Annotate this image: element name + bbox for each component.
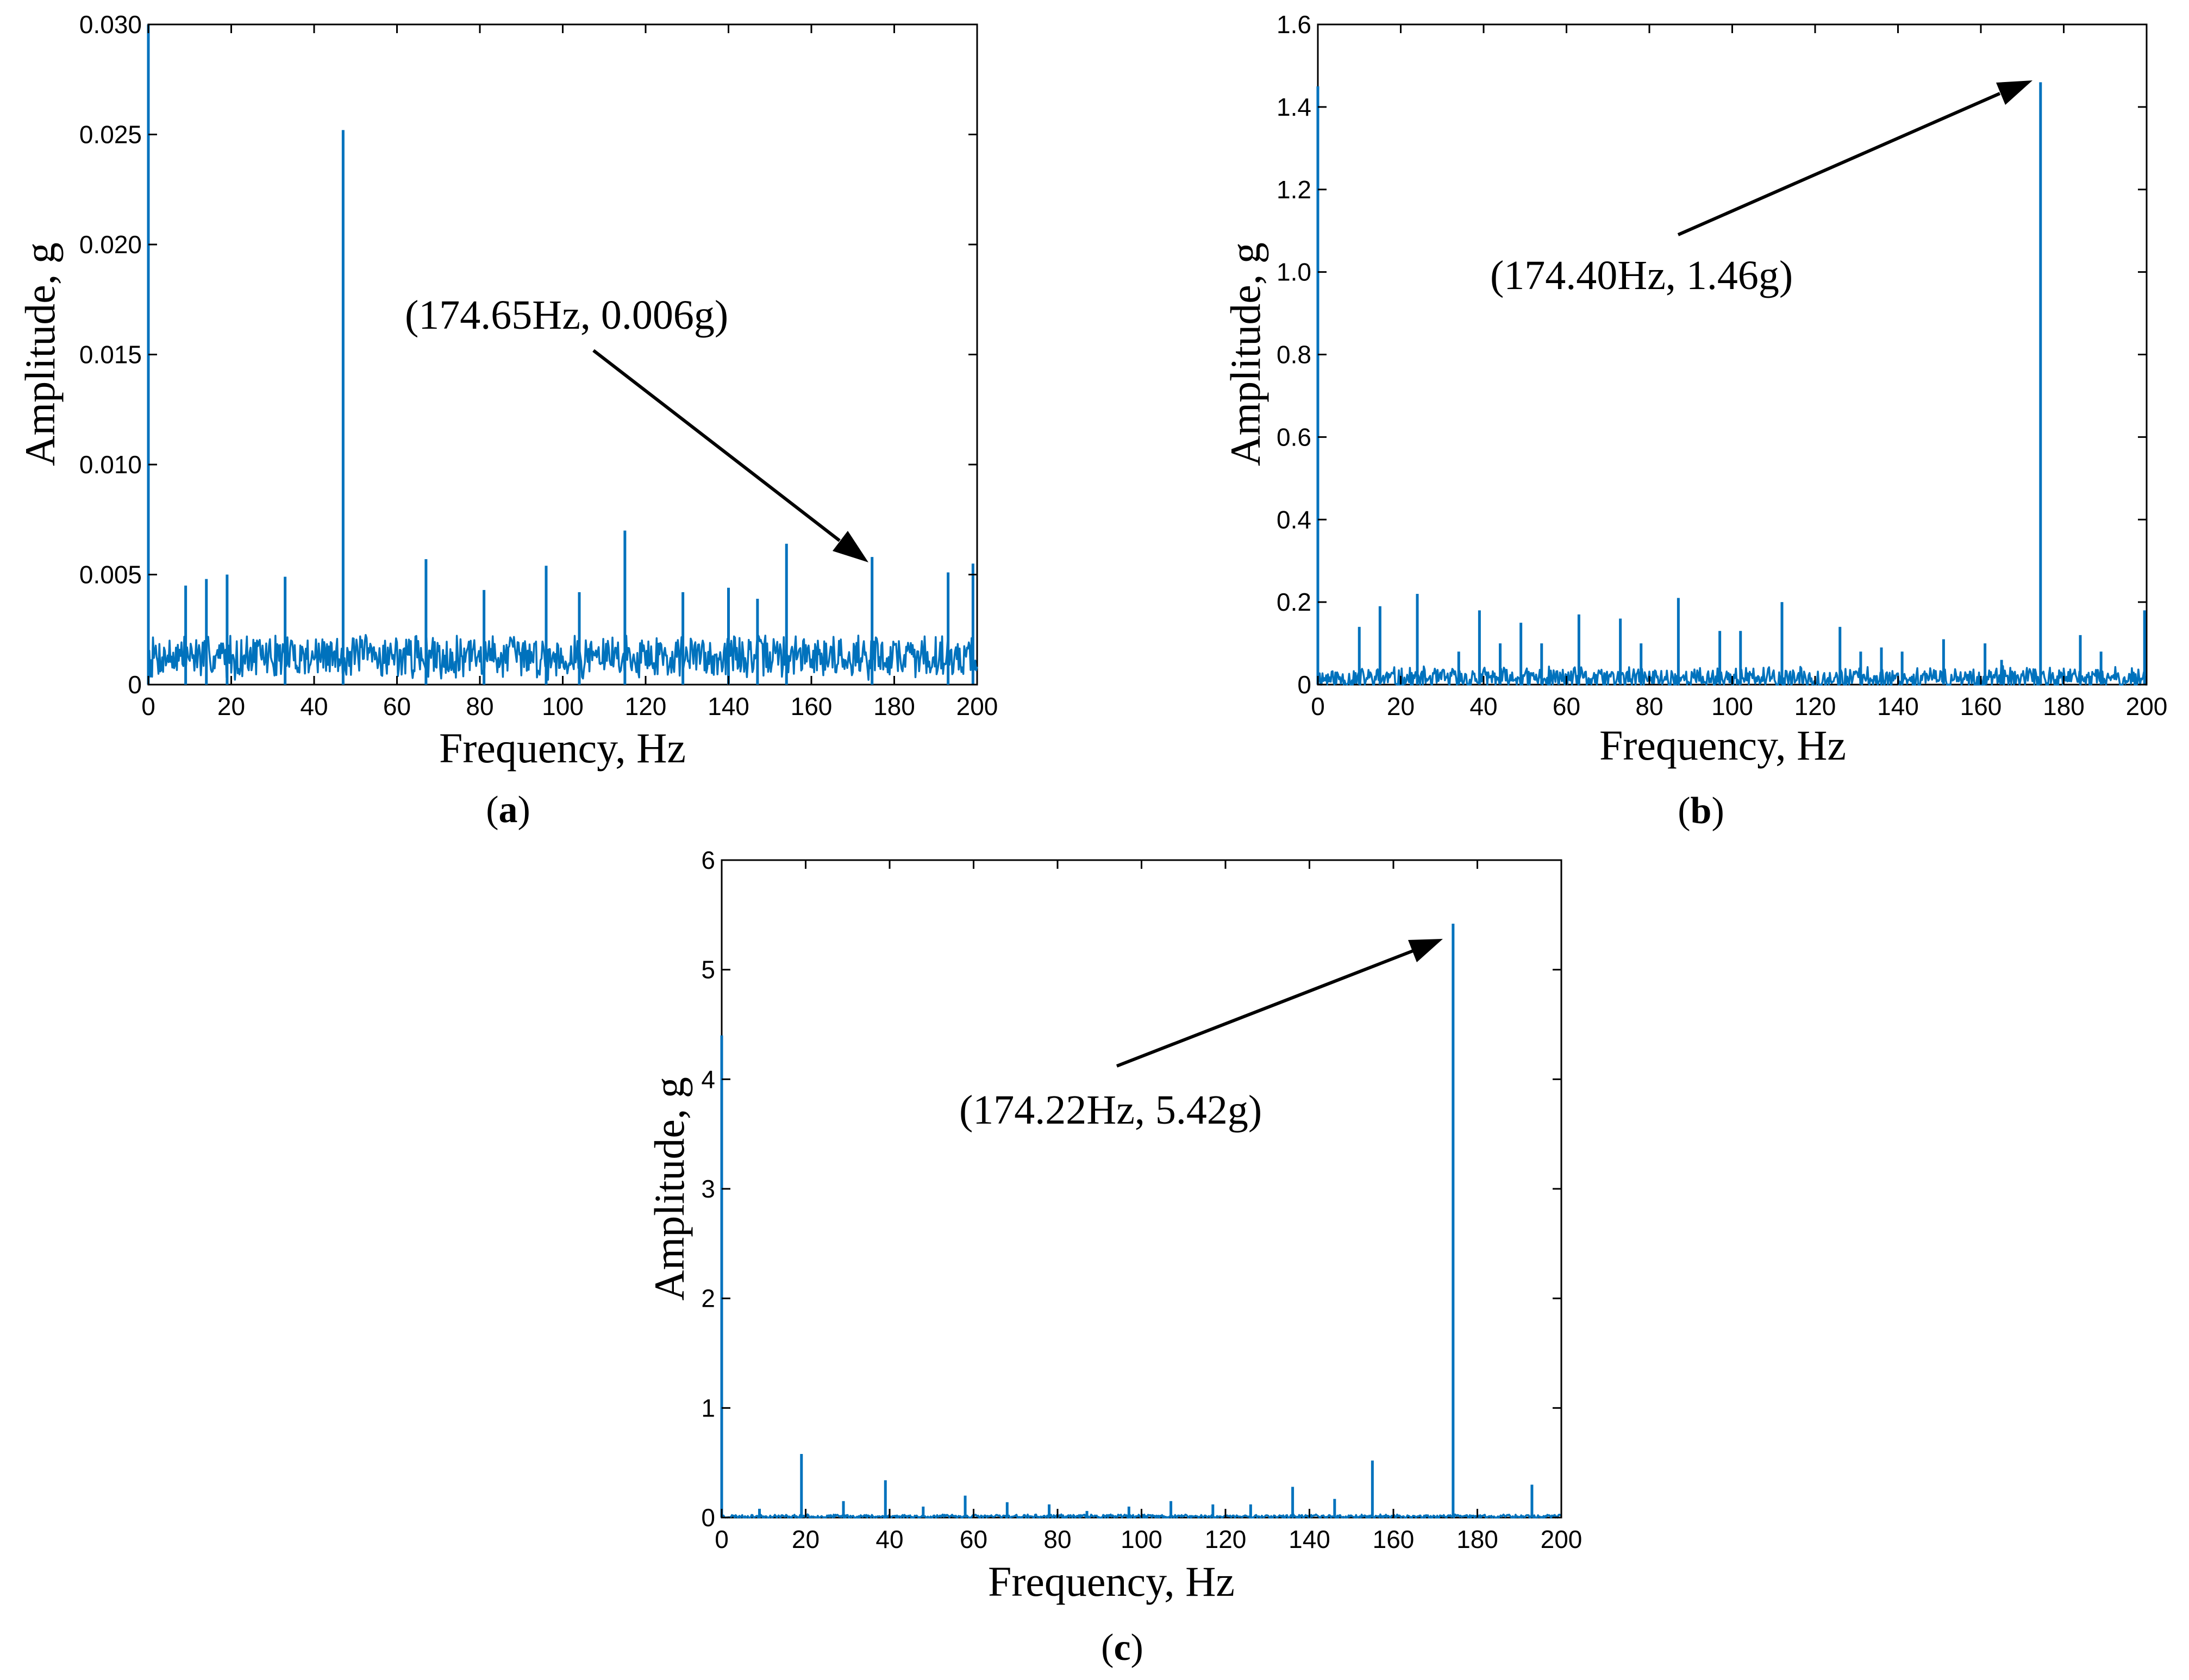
x-tick-label: 40 <box>1469 692 1497 720</box>
y-ticks-b: 0 0.2 0.4 0.6 0.8 1.0 1.2 1.4 1.6 <box>1277 10 2147 699</box>
caption-letter-b: b <box>1691 790 1712 832</box>
annotation-c: (174.22Hz, 5.42g) <box>959 1087 1262 1133</box>
x-axis-label-a: Frequency, Hz <box>439 724 686 772</box>
x-tick-label: 0 <box>715 1525 729 1553</box>
x-tick-label: 180 <box>2043 692 2085 720</box>
y-tick-label: 1.6 <box>1277 10 1311 39</box>
y-tick-label: 0 <box>1297 670 1311 699</box>
x-tick-label: 20 <box>1387 692 1415 720</box>
y-tick-label: 0.2 <box>1277 588 1311 616</box>
x-tick-label: 20 <box>217 692 245 720</box>
x-tick-label: 160 <box>791 692 833 720</box>
y-tick-label: 6 <box>701 846 715 874</box>
y-tick-label: 2 <box>701 1284 715 1313</box>
y-tick-label: 0.6 <box>1277 423 1311 451</box>
panel-b: 0 0.2 0.4 0.6 0.8 1.0 1.2 1.4 1.6 0 20 40 60 80 100 12… <box>1222 10 2167 832</box>
y-tick-label: 5 <box>701 956 715 984</box>
y-tick-label: 0.020 <box>79 230 142 259</box>
y-axis-label-a: Amplitude, g <box>16 242 64 466</box>
x-tick-label: 80 <box>1635 692 1663 720</box>
x-ticks-c: 0 20 40 60 80 100 120 140 160 180 200 <box>715 860 1582 1553</box>
y-ticks-a: 0 0.005 0.010 0.015 0.020 0.025 0.030 <box>79 10 977 699</box>
plot-frame-b <box>1317 23 2148 686</box>
x-tick-label: 100 <box>1711 692 1753 720</box>
y-axis-label-b: Amplitude, g <box>1222 242 1269 466</box>
y-tick-label: 4 <box>701 1065 715 1093</box>
x-tick-label: 140 <box>1289 1525 1330 1553</box>
plot-frame-c <box>721 859 1562 1519</box>
annotation-arrow-b <box>1677 92 2001 236</box>
y-tick-label: 0.010 <box>79 450 142 479</box>
caption-letter-a: a <box>499 789 518 831</box>
annotation-arrow-c <box>1116 949 1414 1068</box>
x-axis-label-c: Frequency, Hz <box>988 1558 1235 1605</box>
arrowhead-c <box>1408 939 1443 962</box>
annotation-a: (174.65Hz, 0.006g) <box>405 292 728 338</box>
y-tick-label: 1.4 <box>1277 93 1311 121</box>
x-tick-label: 40 <box>300 692 328 720</box>
x-tick-label: 20 <box>792 1525 820 1553</box>
y-tick-label: 0.030 <box>79 10 142 39</box>
x-tick-label: 80 <box>1043 1525 1071 1553</box>
x-tick-label: 60 <box>960 1525 987 1553</box>
plot-frame-a <box>147 23 978 686</box>
x-ticks-a: 0 20 40 60 80 100 120 140 160 180 200 <box>141 24 998 720</box>
y-tick-label: 1.0 <box>1277 258 1311 286</box>
x-tick-label: 120 <box>625 692 667 720</box>
caption-a: (a) <box>486 789 530 831</box>
y-tick-label: 1.2 <box>1277 175 1311 204</box>
x-tick-label: 120 <box>1794 692 1836 720</box>
x-tick-label: 120 <box>1205 1525 1247 1553</box>
y-tick-label: 0.015 <box>79 341 142 369</box>
x-tick-label: 60 <box>1553 692 1580 720</box>
x-tick-label: 100 <box>1121 1525 1162 1553</box>
x-ticks-b: 0 20 40 60 80 100 120 140 160 180 200 <box>1311 24 2167 720</box>
x-tick-label: 100 <box>542 692 584 720</box>
y-tick-label: 1 <box>701 1394 715 1422</box>
y-tick-label: 0 <box>128 670 142 699</box>
series-a <box>147 24 978 685</box>
x-tick-label: 160 <box>1373 1525 1415 1553</box>
x-tick-label: 80 <box>466 692 493 720</box>
x-tick-label: 180 <box>1456 1525 1498 1553</box>
series-c <box>720 923 1562 1519</box>
caption-b: (b) <box>1678 790 1724 832</box>
y-tick-label: 0.4 <box>1277 505 1311 534</box>
y-tick-label: 0.005 <box>79 561 142 589</box>
arrowhead-a <box>833 531 868 562</box>
y-ticks-c: 0 1 2 3 4 5 6 <box>701 846 1561 1532</box>
x-tick-label: 200 <box>956 692 998 720</box>
x-tick-label: 0 <box>1311 692 1325 720</box>
y-axis-label-c: Amplitude, g <box>646 1077 693 1301</box>
panel-c: 0 1 2 3 4 5 6 0 20 40 60 80 100 120 140 160 180 200 Freq… <box>646 846 1582 1669</box>
y-tick-label: 0.025 <box>79 121 142 149</box>
y-tick-label: 0.8 <box>1277 341 1311 369</box>
spectrum-noise-line <box>147 634 978 681</box>
x-axis-label-b: Frequency, Hz <box>1599 722 1846 769</box>
x-tick-label: 160 <box>1960 692 2002 720</box>
x-tick-label: 200 <box>1541 1525 1583 1553</box>
x-tick-label: 0 <box>141 692 155 720</box>
x-tick-label: 200 <box>2126 692 2168 720</box>
x-tick-label: 140 <box>708 692 749 720</box>
panel-a: 0 0.005 0.010 0.015 0.020 0.025 0.030 0 20 40 60 8… <box>16 10 998 831</box>
x-tick-label: 180 <box>873 692 915 720</box>
x-tick-label: 140 <box>1877 692 1919 720</box>
y-tick-label: 0 <box>701 1503 715 1532</box>
series-b <box>1316 82 2147 686</box>
y-tick-label: 3 <box>701 1175 715 1203</box>
annotation-b: (174.40Hz, 1.46g) <box>1490 253 1793 298</box>
x-tick-label: 40 <box>875 1525 903 1553</box>
caption-letter-c: c <box>1114 1627 1130 1669</box>
annotation-arrow-a <box>592 349 841 542</box>
caption-c: (c) <box>1101 1627 1143 1669</box>
arrowhead-b <box>1996 80 2032 105</box>
x-tick-label: 60 <box>383 692 411 720</box>
